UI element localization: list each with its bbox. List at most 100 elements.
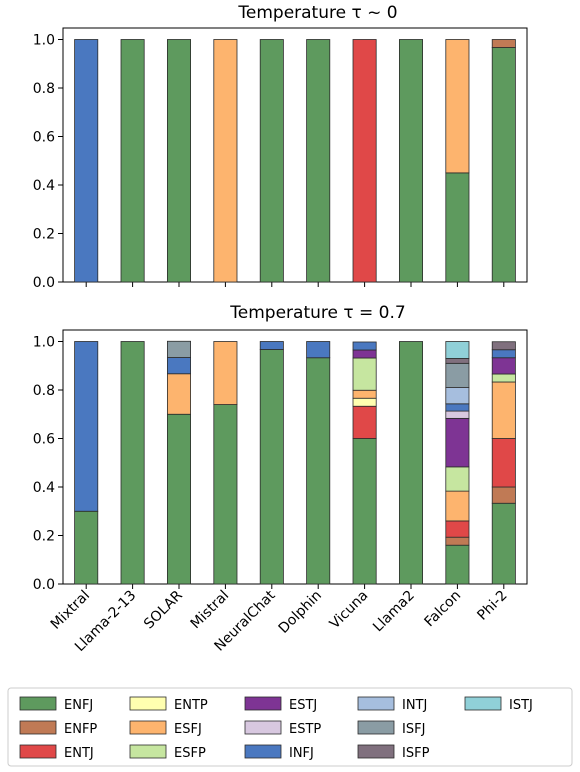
bar-segment-enfj-1 [120,39,145,283]
bar-segment-infj-6 [352,341,377,351]
bar-segment-entj-8 [445,520,470,538]
legend-swatch-isfj [357,720,395,735]
bar-segment-entj-6 [352,405,377,439]
bar-segment-isfp-8 [445,358,470,364]
legend-label-istj: ISTJ [509,698,533,713]
legend-label-enfj: ENFJ [64,698,93,713]
x-tick-label: Falcon [422,588,465,631]
bar-segment-intj-8 [445,387,470,405]
y-tick-label: 0.8 [33,383,55,399]
bar-segment-enfp-8 [445,536,470,546]
bar-segment-entj-6 [352,39,377,283]
legend-swatch-istj [464,696,502,711]
x-tick-label: SOLAR [141,587,186,632]
legend-swatch-esfp [129,744,167,759]
bar-segment-esfj-8 [445,490,470,522]
bar-segment-enfj-2 [166,39,191,283]
bar-segment-enfj-7 [398,39,423,283]
bar-segment-entj-9 [491,438,516,488]
bar-segment-esfj-6 [352,389,377,399]
bar-segment-esfj-2 [166,373,191,415]
x-tick-label: Dolphin [276,588,325,637]
bar-segment-infj-0 [74,39,99,283]
legend-label-isfj: ISFJ [402,722,425,737]
legend-swatch-estp [244,720,282,735]
bar-segment-enfj-6 [352,438,377,585]
bar-segment-enfj-8 [445,544,470,585]
bar-segment-enfj-9 [491,502,516,585]
legend-swatch-entj [19,744,57,759]
legend-label-entj: ENTJ [64,746,94,761]
legend: ENFJ ENFP ENTJ ENTP ESFJ ESFP ESTJ ESTP INFJ INTJ… [7,687,573,767]
bar-segment-enfj-7 [398,341,423,585]
legend-swatch-isfp [357,744,395,759]
bar-segment-infj-4 [259,341,284,350]
bar-segment-enfj-0 [74,510,99,585]
legend-label-esfp: ESFP [174,746,206,761]
chart-panel-bottom: 0.0 0.2 0.4 0.6 0.8 1.0 [33,329,528,593]
legend-label-esfj: ESFJ [174,722,202,737]
bar-segment-infj-9 [491,349,516,359]
legend-label-intj: INTJ [402,698,427,713]
bar-segment-enfj-4 [259,39,284,283]
bar-segment-isfj-8 [445,362,470,388]
bar-segment-estp-8 [445,410,470,419]
bar-segment-istj-8 [445,341,470,359]
bar-segment-enfj-3 [213,404,238,585]
y-tick-label: 0.4 [33,480,55,496]
legend-label-infj: INFJ [289,746,314,761]
chart-title-top: Temperature τ ~ 0 [237,3,397,23]
bar-segment-infj-5 [306,341,331,359]
y-tick-label: 0.0 [33,577,55,593]
bar-segment-esfj-3 [213,39,238,283]
x-tick-label: Mistral [188,588,233,633]
y-tick-label: 0.6 [33,432,55,448]
bar-segment-estj-9 [491,357,516,375]
bar-segment-enfp-9 [491,39,516,48]
legend-swatch-intj [357,696,395,711]
y-tick-label: 0.4 [33,178,55,194]
bar-segment-enfj-1 [120,341,145,585]
y-tick-label: 1.0 [33,335,55,351]
bar-segment-estj-6 [352,349,377,359]
x-tick-label: Vicuna [327,588,372,633]
bar-segment-isfj-2 [166,340,191,358]
bar-segment-enfp-9 [491,486,516,504]
bar-segment-enfj-8 [445,172,470,283]
y-tick-label: 0.2 [33,227,55,243]
chart-title-bottom: Temperature τ = 0.7 [229,303,405,323]
bar-segment-enfj-4 [259,349,284,585]
legend-swatch-infj [244,744,282,759]
bar-segment-infj-8 [445,403,470,412]
bar-segment-enfj-2 [166,413,191,585]
legend-swatch-enfp [19,720,57,735]
bar-segment-esfp-6 [352,357,377,391]
bar-segment-isfp-9 [491,341,516,351]
bar-segment-esfp-9 [491,373,516,383]
bar-segment-entp-6 [352,397,377,407]
y-tick-label: 0.6 [33,130,55,146]
plot-frame [62,329,528,585]
y-tick-label: 0.0 [33,275,55,291]
legend-label-isfp: ISFP [402,746,430,761]
y-tick-label: 0.8 [33,81,55,97]
bar-segment-infj-0 [74,341,99,512]
bar-segment-esfj-3 [213,341,238,405]
legend-swatch-esfj [129,720,167,735]
legend-label-enfp: ENFP [64,722,97,737]
bar-segment-enfj-5 [306,357,331,585]
x-tick-label: Phi-2 [474,588,510,624]
bar-segment-estj-8 [445,417,470,468]
bar-segment-enfj-9 [491,47,516,283]
legend-label-estp: ESTP [289,722,321,737]
bar-segment-esfp-8 [445,466,470,492]
legend-swatch-estj [244,696,282,711]
bar-segment-enfj-5 [306,39,331,283]
y-tick-label: 1.0 [33,33,55,49]
chart-panel-top: 0.0 0.2 0.4 0.6 0.8 1.0 [33,27,528,291]
x-tick-label: Mixtral [48,588,93,633]
bar-segment-esfj-8 [445,39,470,174]
legend-swatch-enfj [19,696,57,711]
